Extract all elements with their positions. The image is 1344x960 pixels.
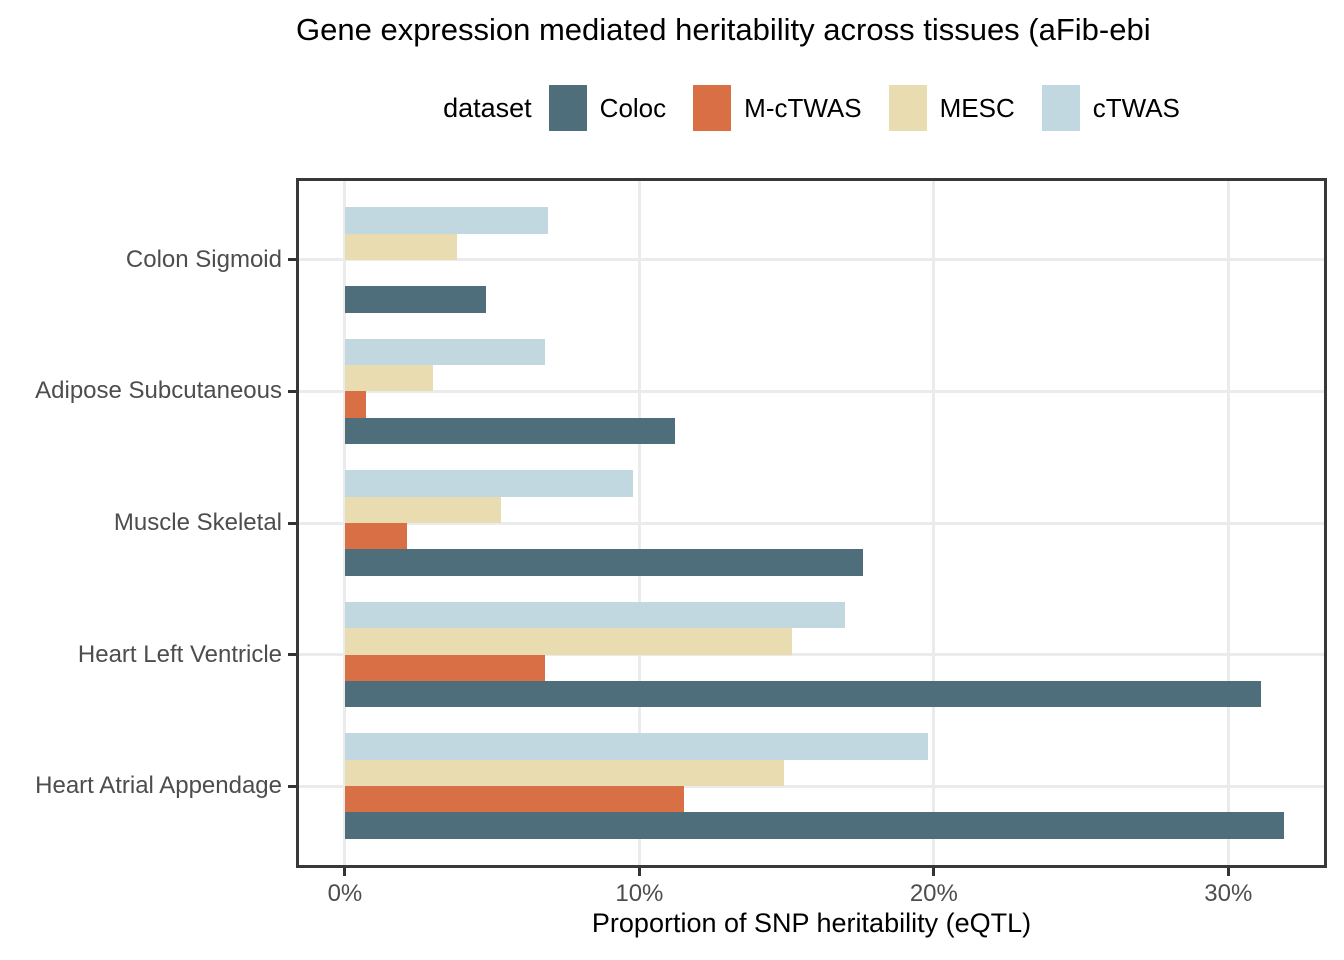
bar-mesc-heart-atrial-appendage bbox=[344, 759, 784, 787]
plot-panel bbox=[296, 178, 1327, 868]
bar-ctwas-muscle-skeletal bbox=[344, 470, 634, 497]
x-tick-30 bbox=[1226, 868, 1230, 876]
legend-entry-mesc: MESC bbox=[888, 85, 1015, 131]
y-tick-heart-atrial-appendage bbox=[288, 784, 296, 788]
bar-m-ctwas-adipose-subcutaneous bbox=[344, 391, 366, 418]
y-tick-label-adipose-subcutaneous: Adipose Subcutaneous bbox=[35, 377, 282, 405]
bar-mesc-colon-sigmoid bbox=[344, 233, 457, 260]
bar-coloc-adipose-subcutaneous bbox=[344, 417, 675, 445]
bar-ctwas-heart-atrial-appendage bbox=[344, 733, 928, 760]
y-tick-heart-left-ventricle bbox=[288, 653, 296, 657]
y-tick-label-heart-atrial-appendage: Heart Atrial Appendage bbox=[35, 772, 282, 800]
legend-entry-ctwas: cTWAS bbox=[1041, 85, 1180, 131]
bar-m-ctwas-heart-atrial-appendage bbox=[344, 786, 684, 813]
legend-title: dataset bbox=[443, 92, 532, 123]
gridline-horizontal-adipose-subcutaneous bbox=[299, 389, 1324, 393]
x-tick-label-0: 0% bbox=[327, 880, 363, 907]
y-tick-label-colon-sigmoid: Colon Sigmoid bbox=[125, 245, 282, 273]
legend-swatch-coloc bbox=[548, 85, 587, 131]
y-tick-adipose-subcutaneous bbox=[288, 389, 296, 393]
chart-title: Gene expression mediated heritability ac… bbox=[296, 12, 1151, 47]
y-tick-label-heart-left-ventricle: Heart Left Ventricle bbox=[77, 640, 282, 668]
bar-coloc-heart-atrial-appendage bbox=[344, 812, 1285, 839]
x-tick-label-30: 30% bbox=[1204, 880, 1253, 907]
bar-ctwas-heart-left-ventricle bbox=[344, 601, 846, 629]
bar-mesc-muscle-skeletal bbox=[344, 496, 501, 523]
legend-swatch-ctwas bbox=[1041, 85, 1080, 131]
y-tick-colon-sigmoid bbox=[288, 258, 296, 262]
y-tick-muscle-skeletal bbox=[288, 521, 296, 525]
legend-entry-label-ctwas: cTWAS bbox=[1092, 92, 1180, 123]
x-tick-label-10: 10% bbox=[615, 880, 664, 907]
gridline-horizontal-heart-atrial-appendage bbox=[299, 784, 1324, 788]
bar-m-ctwas-heart-left-ventricle bbox=[344, 654, 546, 681]
bar-coloc-colon-sigmoid bbox=[344, 286, 487, 313]
x-tick-10 bbox=[637, 868, 641, 876]
legend-entry-label-coloc: Coloc bbox=[599, 92, 667, 123]
legend-entry-m-ctwas: M-cTWAS bbox=[693, 85, 862, 131]
x-tick-0 bbox=[343, 868, 347, 876]
legend: dataset Coloc M-cTWAS MESC cTWAS bbox=[296, 84, 1327, 132]
y-tick-label-muscle-skeletal: Muscle Skeletal bbox=[113, 509, 282, 536]
gridline-horizontal-colon-sigmoid bbox=[299, 258, 1324, 262]
plot-area bbox=[299, 181, 1324, 865]
bar-mesc-heart-left-ventricle bbox=[344, 628, 793, 655]
bar-ctwas-adipose-subcutaneous bbox=[344, 338, 546, 366]
x-tick-label-20: 20% bbox=[909, 880, 958, 907]
x-axis-title: Proportion of SNP heritability (eQTL) bbox=[591, 908, 1032, 938]
legend-swatch-mesc bbox=[888, 85, 927, 131]
legend-entry-label-m-ctwas: M-cTWAS bbox=[744, 92, 862, 123]
x-tick-20 bbox=[932, 868, 936, 876]
gridline-horizontal-heart-left-ventricle bbox=[299, 653, 1324, 657]
bar-coloc-muscle-skeletal bbox=[344, 549, 864, 576]
bar-coloc-heart-left-ventricle bbox=[344, 680, 1261, 708]
bar-ctwas-colon-sigmoid bbox=[344, 207, 549, 234]
gridline-horizontal-muscle-skeletal bbox=[299, 521, 1324, 525]
legend-entry-coloc: Coloc bbox=[548, 85, 667, 131]
bar-mesc-adipose-subcutaneous bbox=[344, 365, 434, 392]
legend-entries: Coloc M-cTWAS MESC cTWAS bbox=[548, 85, 1180, 131]
legend-entry-label-mesc: MESC bbox=[939, 92, 1015, 123]
bar-m-ctwas-muscle-skeletal bbox=[344, 523, 407, 550]
legend-swatch-m-ctwas bbox=[693, 85, 732, 131]
